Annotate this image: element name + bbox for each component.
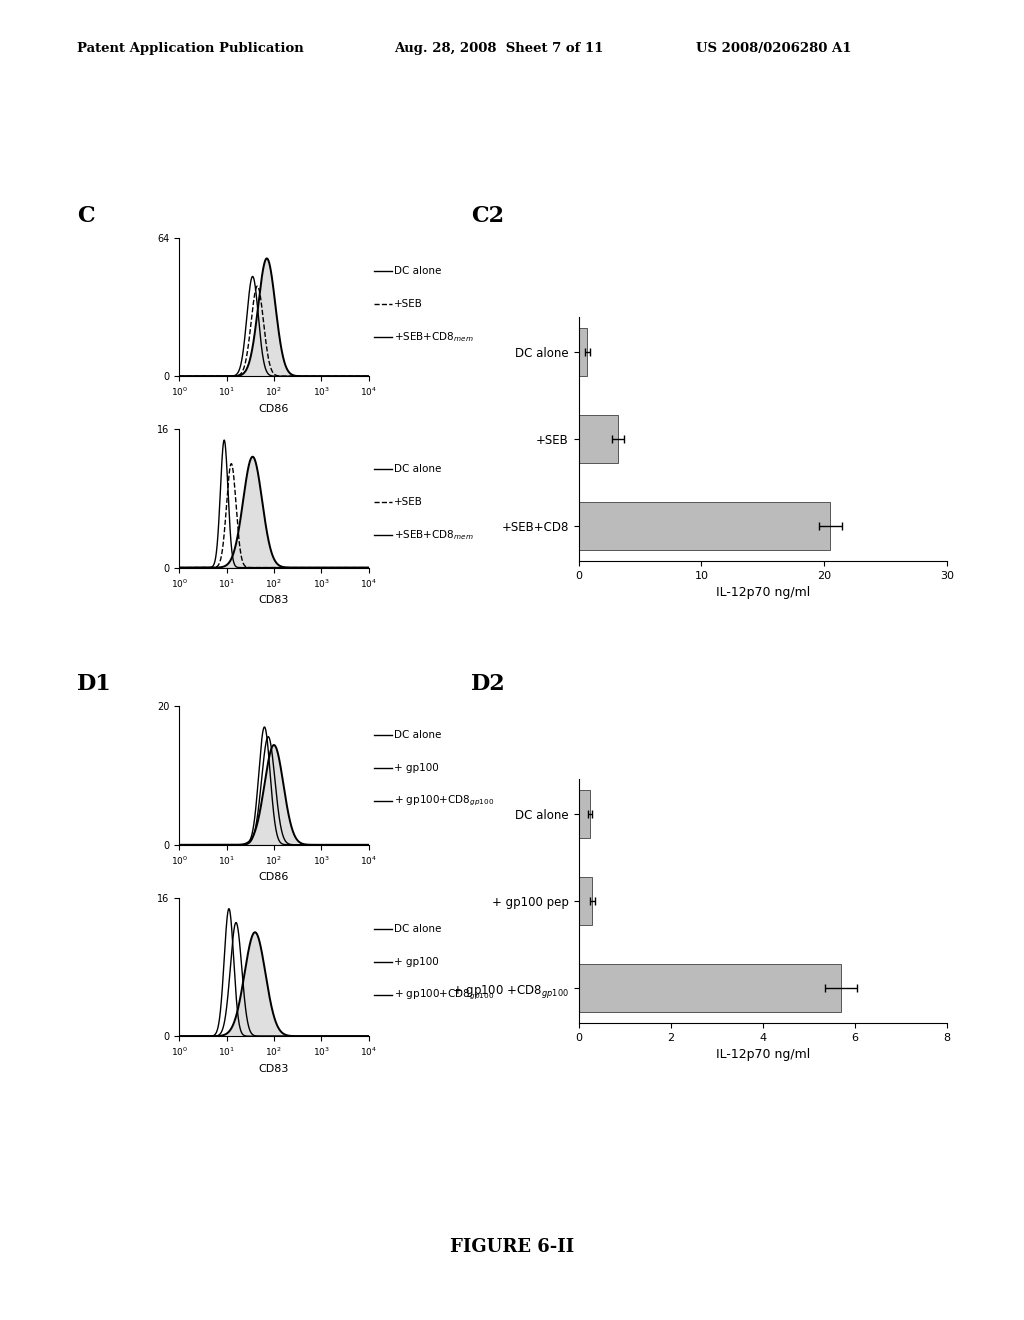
- X-axis label: CD86: CD86: [259, 404, 289, 414]
- Text: C2: C2: [471, 205, 504, 227]
- Text: C: C: [77, 205, 94, 227]
- Text: +SEB+CD8$_{mem}$: +SEB+CD8$_{mem}$: [394, 528, 474, 541]
- X-axis label: CD83: CD83: [259, 1064, 289, 1074]
- Bar: [579, 789, 590, 838]
- Text: + gp100: + gp100: [394, 763, 439, 774]
- X-axis label: CD86: CD86: [259, 873, 289, 883]
- Text: +SEB: +SEB: [394, 298, 423, 309]
- Bar: [579, 502, 830, 550]
- Text: +SEB+CD8$_{mem}$: +SEB+CD8$_{mem}$: [394, 330, 474, 343]
- Bar: [579, 964, 841, 1012]
- Text: D1: D1: [77, 673, 112, 696]
- X-axis label: CD83: CD83: [259, 595, 289, 606]
- X-axis label: IL-12p70 ng/ml: IL-12p70 ng/ml: [716, 1048, 810, 1061]
- Text: DC alone: DC alone: [394, 463, 441, 474]
- Bar: [579, 327, 587, 376]
- Text: + gp100+CD8$_{gp100}$: + gp100+CD8$_{gp100}$: [394, 795, 495, 808]
- Bar: [579, 876, 592, 925]
- Text: Patent Application Publication: Patent Application Publication: [77, 42, 303, 55]
- Text: D2: D2: [471, 673, 506, 696]
- Text: Aug. 28, 2008  Sheet 7 of 11: Aug. 28, 2008 Sheet 7 of 11: [394, 42, 603, 55]
- Text: + gp100+CD8$_{gp100}$: + gp100+CD8$_{gp100}$: [394, 989, 495, 1002]
- Text: DC alone: DC alone: [394, 730, 441, 741]
- Bar: [579, 414, 617, 463]
- Text: + gp100: + gp100: [394, 957, 439, 968]
- Text: DC alone: DC alone: [394, 924, 441, 935]
- Text: FIGURE 6-II: FIGURE 6-II: [450, 1238, 574, 1257]
- Text: DC alone: DC alone: [394, 265, 441, 276]
- X-axis label: IL-12p70 ng/ml: IL-12p70 ng/ml: [716, 586, 810, 599]
- Text: +SEB: +SEB: [394, 496, 423, 507]
- Text: US 2008/0206280 A1: US 2008/0206280 A1: [696, 42, 852, 55]
